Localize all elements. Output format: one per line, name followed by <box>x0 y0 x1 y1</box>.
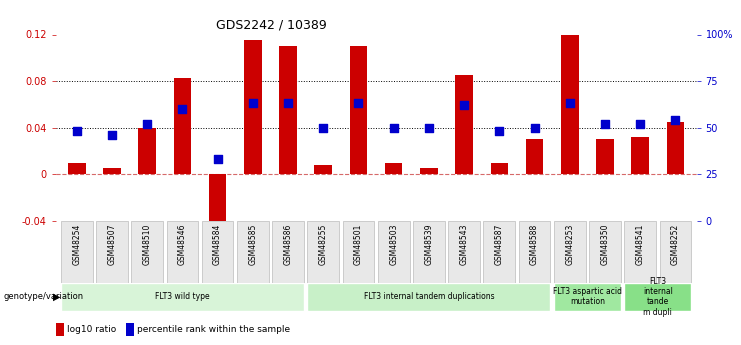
Bar <box>167 221 198 283</box>
Bar <box>308 221 339 283</box>
Bar <box>61 283 304 310</box>
Text: FLT3 internal tandem duplications: FLT3 internal tandem duplications <box>364 292 494 301</box>
Point <box>142 121 153 127</box>
Bar <box>202 221 233 283</box>
Point <box>353 101 365 106</box>
Text: GSM48253: GSM48253 <box>565 224 574 265</box>
Point <box>317 125 329 130</box>
Bar <box>561 34 579 174</box>
Text: GSM48252: GSM48252 <box>671 224 680 265</box>
Bar <box>350 46 368 174</box>
Bar <box>455 75 473 174</box>
Text: percentile rank within the sample: percentile rank within the sample <box>137 325 290 334</box>
Bar <box>378 221 410 283</box>
Text: FLT3
internal
tande
m dupli: FLT3 internal tande m dupli <box>643 277 673 317</box>
Bar <box>554 221 585 283</box>
Bar <box>667 122 684 174</box>
Point <box>494 129 505 134</box>
Text: FLT3 wild type: FLT3 wild type <box>155 292 210 301</box>
Text: GSM48503: GSM48503 <box>389 224 398 265</box>
Text: GSM48254: GSM48254 <box>72 224 82 265</box>
Bar <box>554 283 621 310</box>
Point <box>71 129 83 134</box>
Bar <box>61 221 93 283</box>
Bar <box>131 221 163 283</box>
Point <box>458 102 470 108</box>
Point <box>212 157 224 162</box>
Bar <box>342 221 374 283</box>
Bar <box>491 162 508 174</box>
Bar <box>448 221 480 283</box>
Bar <box>597 139 614 174</box>
Point <box>176 106 188 112</box>
Text: GSM48255: GSM48255 <box>319 224 328 265</box>
Text: GSM48585: GSM48585 <box>248 224 257 265</box>
Text: GSM48586: GSM48586 <box>284 224 293 265</box>
Point <box>247 101 259 106</box>
Text: GSM48510: GSM48510 <box>142 224 152 265</box>
Bar <box>308 283 551 310</box>
Bar <box>625 221 656 283</box>
Bar <box>103 168 121 174</box>
Bar <box>625 283 691 310</box>
Bar <box>314 165 332 174</box>
Text: ▶: ▶ <box>53 292 61 302</box>
Text: genotype/variation: genotype/variation <box>4 292 84 301</box>
Text: GSM48541: GSM48541 <box>636 224 645 265</box>
Point <box>634 121 646 127</box>
Point <box>564 101 576 106</box>
Text: GSM48350: GSM48350 <box>600 224 610 265</box>
Point <box>528 125 540 130</box>
Bar <box>237 221 269 283</box>
Bar <box>56 324 64 335</box>
Text: GSM48539: GSM48539 <box>425 224 433 265</box>
Bar <box>272 221 304 283</box>
Bar <box>483 221 515 283</box>
Text: GSM48584: GSM48584 <box>213 224 222 265</box>
Point <box>388 125 399 130</box>
Bar <box>68 162 85 174</box>
Bar <box>244 40 262 174</box>
Text: FLT3 aspartic acid
mutation: FLT3 aspartic acid mutation <box>553 287 622 306</box>
Bar <box>659 221 691 283</box>
Bar <box>420 168 438 174</box>
Bar <box>173 78 191 174</box>
Bar <box>631 137 649 174</box>
Bar <box>385 162 402 174</box>
Point <box>106 132 118 138</box>
Text: GDS2242 / 10389: GDS2242 / 10389 <box>216 19 327 32</box>
Text: GSM48588: GSM48588 <box>530 224 539 265</box>
Bar <box>209 174 227 230</box>
Bar <box>519 221 551 283</box>
Text: GSM48546: GSM48546 <box>178 224 187 265</box>
Bar <box>96 221 127 283</box>
Bar <box>413 221 445 283</box>
Point <box>599 121 611 127</box>
Point <box>669 117 681 123</box>
Bar <box>279 46 297 174</box>
Bar <box>589 221 621 283</box>
Bar <box>125 324 134 335</box>
Text: log10 ratio: log10 ratio <box>67 325 116 334</box>
Text: GSM48543: GSM48543 <box>459 224 468 265</box>
Text: GSM48501: GSM48501 <box>354 224 363 265</box>
Text: GSM48587: GSM48587 <box>495 224 504 265</box>
Point <box>282 101 294 106</box>
Bar <box>139 128 156 174</box>
Text: GSM48507: GSM48507 <box>107 224 116 265</box>
Bar <box>525 139 543 174</box>
Point <box>423 125 435 130</box>
